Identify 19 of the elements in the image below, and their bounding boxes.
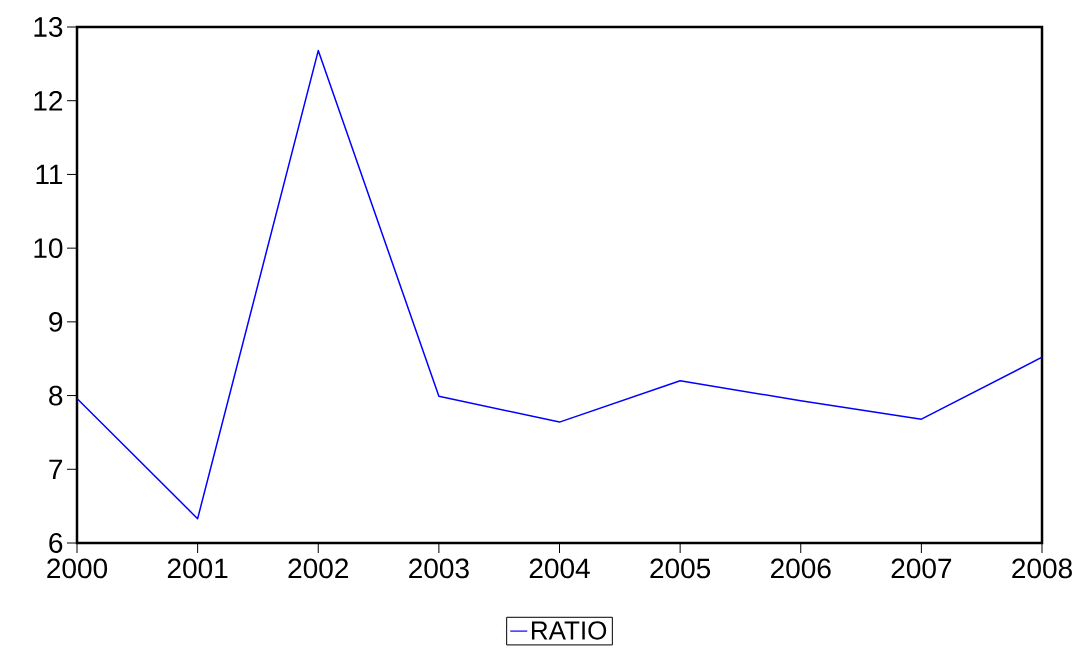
x-tick-label: 2008	[1012, 558, 1072, 579]
x-tick-label: 2004	[529, 558, 590, 579]
x-tick-label: 2006	[771, 558, 831, 579]
y-tick-label: 7	[49, 459, 63, 479]
x-tick-label: 2002	[288, 558, 348, 579]
x-tick-label: 2000	[47, 558, 108, 579]
line-series	[77, 49, 1043, 520]
x-tick-label: 2001	[167, 558, 228, 579]
x-tick-label: 2007	[891, 558, 952, 579]
legend-label: RATIO	[531, 621, 607, 640]
y-tick-label: 8	[49, 385, 63, 406]
y-tick-label: 6	[49, 533, 63, 553]
y-tick-label: 10	[34, 238, 63, 259]
y-tick-label: 12	[34, 90, 63, 111]
y-tick-label: 13	[34, 17, 63, 37]
x-tick-label: 2005	[650, 558, 711, 579]
y-tick-label: 11	[36, 164, 63, 185]
x-tick-label: 2003	[409, 558, 469, 579]
y-tick-label: 9	[49, 311, 63, 332]
